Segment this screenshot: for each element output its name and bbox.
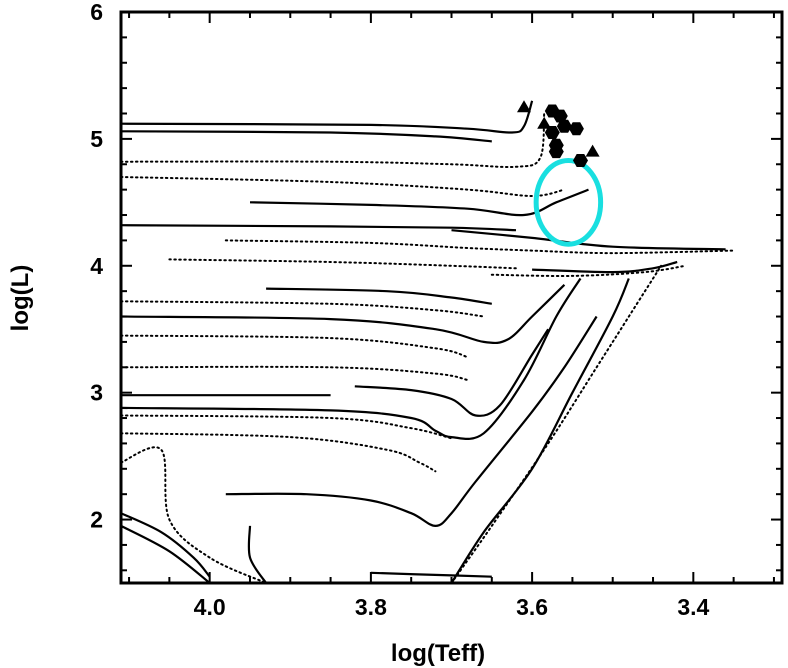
track-line-12 <box>266 287 492 305</box>
track-line-11 <box>490 264 687 277</box>
plot-area <box>121 100 735 583</box>
star-marker-triangle-1 <box>517 100 531 113</box>
y-tick-label: 5 <box>90 126 103 152</box>
track-line-19 <box>121 414 453 440</box>
y-tick-label: 6 <box>90 0 103 25</box>
track-line-17 <box>354 328 550 417</box>
y-tick-label: 4 <box>90 253 103 279</box>
track-line-26 <box>247 525 268 583</box>
x-tick-label: 3.4 <box>677 594 709 620</box>
star-marker-hexagon-8 <box>548 145 564 159</box>
track-line-10 <box>532 260 678 274</box>
y-tick-label: 3 <box>90 380 103 406</box>
star-marker-hexagon-6 <box>568 122 584 136</box>
star-marker-hexagon-3 <box>552 109 568 123</box>
track-line-27 <box>450 278 630 583</box>
star-marker-hexagon-4 <box>556 119 572 133</box>
track-line-16 <box>121 365 469 381</box>
track-line-13 <box>121 300 485 318</box>
y-tick-label: 2 <box>90 507 103 533</box>
track-line-4 <box>121 176 566 198</box>
track-line-9 <box>168 258 517 270</box>
star-marker-hexagon-9 <box>573 154 588 167</box>
y-axis-label: log(L) <box>7 265 34 332</box>
track-line-6 <box>121 224 517 232</box>
track-line-20 <box>121 277 582 441</box>
highlight-ellipse <box>533 157 604 247</box>
track-line-23 <box>225 315 598 528</box>
track-line-3 <box>121 112 546 169</box>
star-marker-triangle-11 <box>537 116 552 129</box>
x-axis-label: log(Teff) <box>391 640 485 667</box>
axis-ticks: 4.0 3.8 3.6 3.4 2 3 4 5 6 <box>90 0 782 620</box>
x-tick-label: 4.0 <box>194 594 226 620</box>
track-line-24 <box>121 512 211 578</box>
track-line-15 <box>121 334 469 359</box>
track-line-14 <box>121 284 566 345</box>
star-marker-hexagon-5 <box>544 126 560 139</box>
star-marker-triangle-10 <box>585 144 600 157</box>
track-line-25 <box>121 524 211 583</box>
track-line-5 <box>249 188 589 217</box>
track-line-8 <box>224 239 735 255</box>
x-tick-label: 3.6 <box>516 594 548 620</box>
track-line-21 <box>121 432 437 473</box>
x-tick-label: 3.8 <box>355 594 387 620</box>
track-line-29 <box>370 571 492 578</box>
track-line-22 <box>121 446 268 583</box>
track-line-2 <box>121 130 492 143</box>
track-line-28 <box>450 264 663 583</box>
track-line-1 <box>121 100 534 134</box>
